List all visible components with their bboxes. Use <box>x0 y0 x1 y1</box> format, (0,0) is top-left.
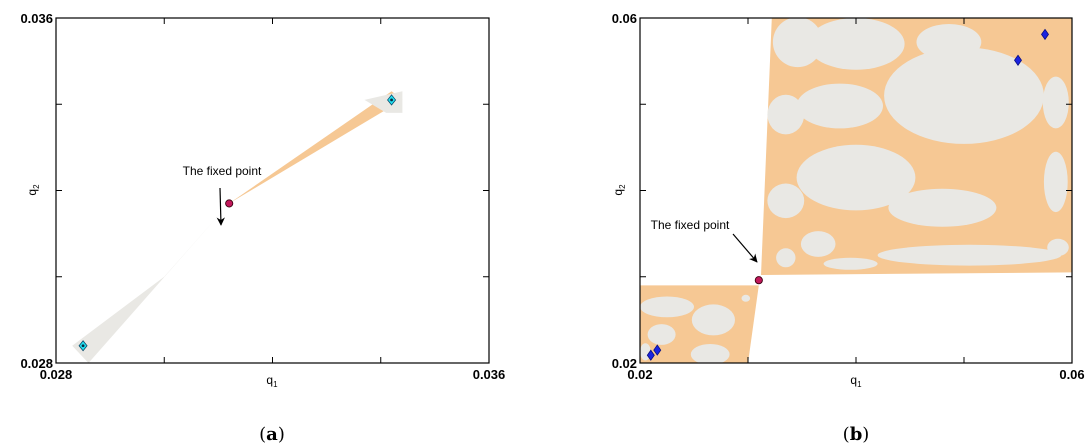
fixed-point-marker <box>225 199 234 208</box>
ticks-a: 0.028 0.036 0.028 0.036 <box>20 11 505 382</box>
data-marker <box>653 344 662 356</box>
region-hole <box>796 144 916 211</box>
region-hole <box>888 188 997 227</box>
panel-caption-b: (b) <box>843 424 870 445</box>
region-hole <box>796 83 883 129</box>
region-hole <box>767 94 805 135</box>
fixed-point-label: The fixed point <box>651 218 730 232</box>
data-marker-center <box>390 98 393 102</box>
data-marker <box>646 349 655 361</box>
y-tick-label: 0.02 <box>612 356 637 371</box>
region-hole <box>767 183 805 219</box>
fixed-point-arrow <box>216 187 225 226</box>
region-hole <box>690 344 730 363</box>
y-tick-label: 0.028 <box>20 356 53 371</box>
panel-b: The fixed point 0.02 0.06 0.02 0.06 q1 q2 (… <box>611 11 1085 445</box>
data-marker <box>1014 54 1022 66</box>
regions-b <box>640 18 1072 363</box>
region-grey <box>72 203 230 363</box>
data-marker-center <box>81 344 85 348</box>
data-marker <box>1041 28 1049 41</box>
markers-b <box>646 28 1049 361</box>
annotation-b: The fixed point <box>651 218 758 263</box>
x-tick-label: 0.02 <box>627 367 652 382</box>
region-hole <box>772 18 823 68</box>
x-tick-label: 0.028 <box>40 367 73 382</box>
y-tick-label: 0.06 <box>612 11 637 26</box>
y-axis-label-a: q2 <box>25 184 41 196</box>
region-hole <box>776 248 796 268</box>
x-tick-label: 0.036 <box>473 367 506 382</box>
region-hole <box>1042 76 1069 129</box>
region-hole <box>640 296 694 318</box>
fixed-point-label: The fixed point <box>183 164 262 178</box>
region-hole <box>741 294 751 302</box>
panel-caption-a: (a) <box>259 424 285 445</box>
region-hole <box>823 257 878 270</box>
region-hole <box>1047 238 1069 256</box>
y-axis-label-b: q2 <box>611 184 627 196</box>
region-orange <box>229 91 403 204</box>
regions-a <box>72 91 403 363</box>
x-axis-label-b: q1 <box>850 373 862 389</box>
x-tick-label: 0.06 <box>1059 367 1084 382</box>
fixed-point-arrow <box>732 233 758 263</box>
y-tick-label: 0.036 <box>20 11 53 26</box>
region-hole <box>884 47 1044 144</box>
fixed-point-marker <box>754 276 763 285</box>
x-axis-label-a: q1 <box>266 373 278 389</box>
markers-a <box>78 94 397 352</box>
region-hole <box>647 324 676 345</box>
region-hole <box>800 231 836 257</box>
region-hole <box>877 244 1062 266</box>
ticks-b: 0.02 0.06 0.02 0.06 <box>612 11 1085 382</box>
region-hole <box>1043 151 1068 213</box>
annotation-a: The fixed point <box>183 164 262 226</box>
region-hole <box>691 304 736 336</box>
region-hole <box>807 18 905 70</box>
